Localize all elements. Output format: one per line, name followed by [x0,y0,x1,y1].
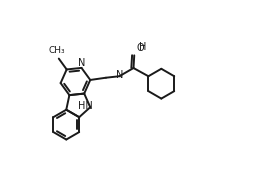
Text: HN: HN [77,101,92,111]
Text: N: N [116,70,124,80]
Text: N: N [78,58,85,68]
Text: O: O [136,43,144,53]
Text: H: H [139,42,146,52]
Text: CH₃: CH₃ [49,46,65,55]
